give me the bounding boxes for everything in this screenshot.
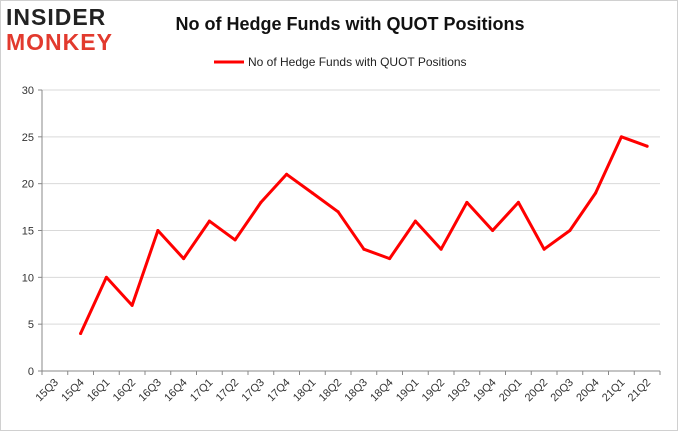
x-tick-label: 20Q1 xyxy=(497,377,525,405)
x-tick-label: 19Q3 xyxy=(445,377,473,405)
chart-title: No of Hedge Funds with QUOT Positions xyxy=(175,14,525,34)
data-point xyxy=(362,247,366,251)
x-tick-label: 16Q4 xyxy=(162,377,190,405)
data-point xyxy=(259,200,263,204)
data-point xyxy=(594,191,598,195)
x-tick-label: 16Q1 xyxy=(85,377,113,405)
data-point xyxy=(619,135,623,139)
x-tick-label: 16Q2 xyxy=(111,377,139,405)
x-tick-label: 18Q3 xyxy=(342,377,370,405)
data-point xyxy=(285,172,289,176)
data-point xyxy=(465,200,469,204)
data-point xyxy=(130,303,134,307)
x-tick-label: 19Q4 xyxy=(471,377,499,405)
legend-label: No of Hedge Funds with QUOT Positions xyxy=(248,55,467,69)
y-tick-label: 30 xyxy=(22,85,34,97)
x-tick-label: 20Q4 xyxy=(574,377,602,405)
chart-legend: No of Hedge Funds with QUOT Positions xyxy=(214,55,467,69)
data-point xyxy=(645,144,649,148)
data-point xyxy=(156,229,160,232)
series-line-0 xyxy=(79,135,649,335)
x-tick-label: 18Q2 xyxy=(317,377,345,405)
y-tick-label: 15 xyxy=(22,226,34,238)
x-tick-label: 20Q3 xyxy=(548,377,576,405)
data-point xyxy=(207,219,211,223)
insider-monkey-logo: INSIDER MONKEY xyxy=(6,6,126,54)
x-tick-label: 17Q2 xyxy=(214,377,242,405)
y-tick-label: 0 xyxy=(28,366,34,378)
data-point xyxy=(104,275,108,279)
x-tick-label: 19Q1 xyxy=(394,377,422,405)
data-point xyxy=(388,257,392,261)
data-point xyxy=(568,229,572,232)
x-tick-label: 15Q4 xyxy=(59,377,87,405)
data-point xyxy=(336,210,340,214)
x-tick-label: 19Q2 xyxy=(420,377,448,405)
x-tick-label: 18Q4 xyxy=(368,377,396,405)
x-tick-label: 17Q4 xyxy=(265,377,293,405)
data-point xyxy=(182,257,186,261)
data-point xyxy=(233,238,237,242)
data-point xyxy=(491,229,495,232)
data-point xyxy=(516,200,520,204)
logo-line-2: MONKEY xyxy=(6,29,113,55)
x-tick-label: 20Q2 xyxy=(523,377,551,405)
data-point xyxy=(439,247,443,251)
y-tick-label: 20 xyxy=(22,179,34,191)
y-tick-label: 25 xyxy=(22,132,34,144)
x-tick-label: 17Q3 xyxy=(239,377,267,405)
data-point xyxy=(310,191,314,195)
logo-line-1: INSIDER xyxy=(6,4,107,30)
y-tick-label: 5 xyxy=(28,319,34,331)
x-tick-label: 21Q2 xyxy=(626,377,654,405)
data-point xyxy=(542,247,546,251)
data-point xyxy=(79,332,83,336)
x-tick-label: 17Q1 xyxy=(188,377,216,405)
x-tick-label: 18Q1 xyxy=(291,377,319,405)
x-tick-label: 15Q3 xyxy=(33,377,61,405)
x-tick-label: 21Q1 xyxy=(600,377,628,405)
y-tick-label: 10 xyxy=(22,272,34,284)
data-point xyxy=(413,219,417,223)
x-tick-label: 16Q3 xyxy=(136,377,164,405)
